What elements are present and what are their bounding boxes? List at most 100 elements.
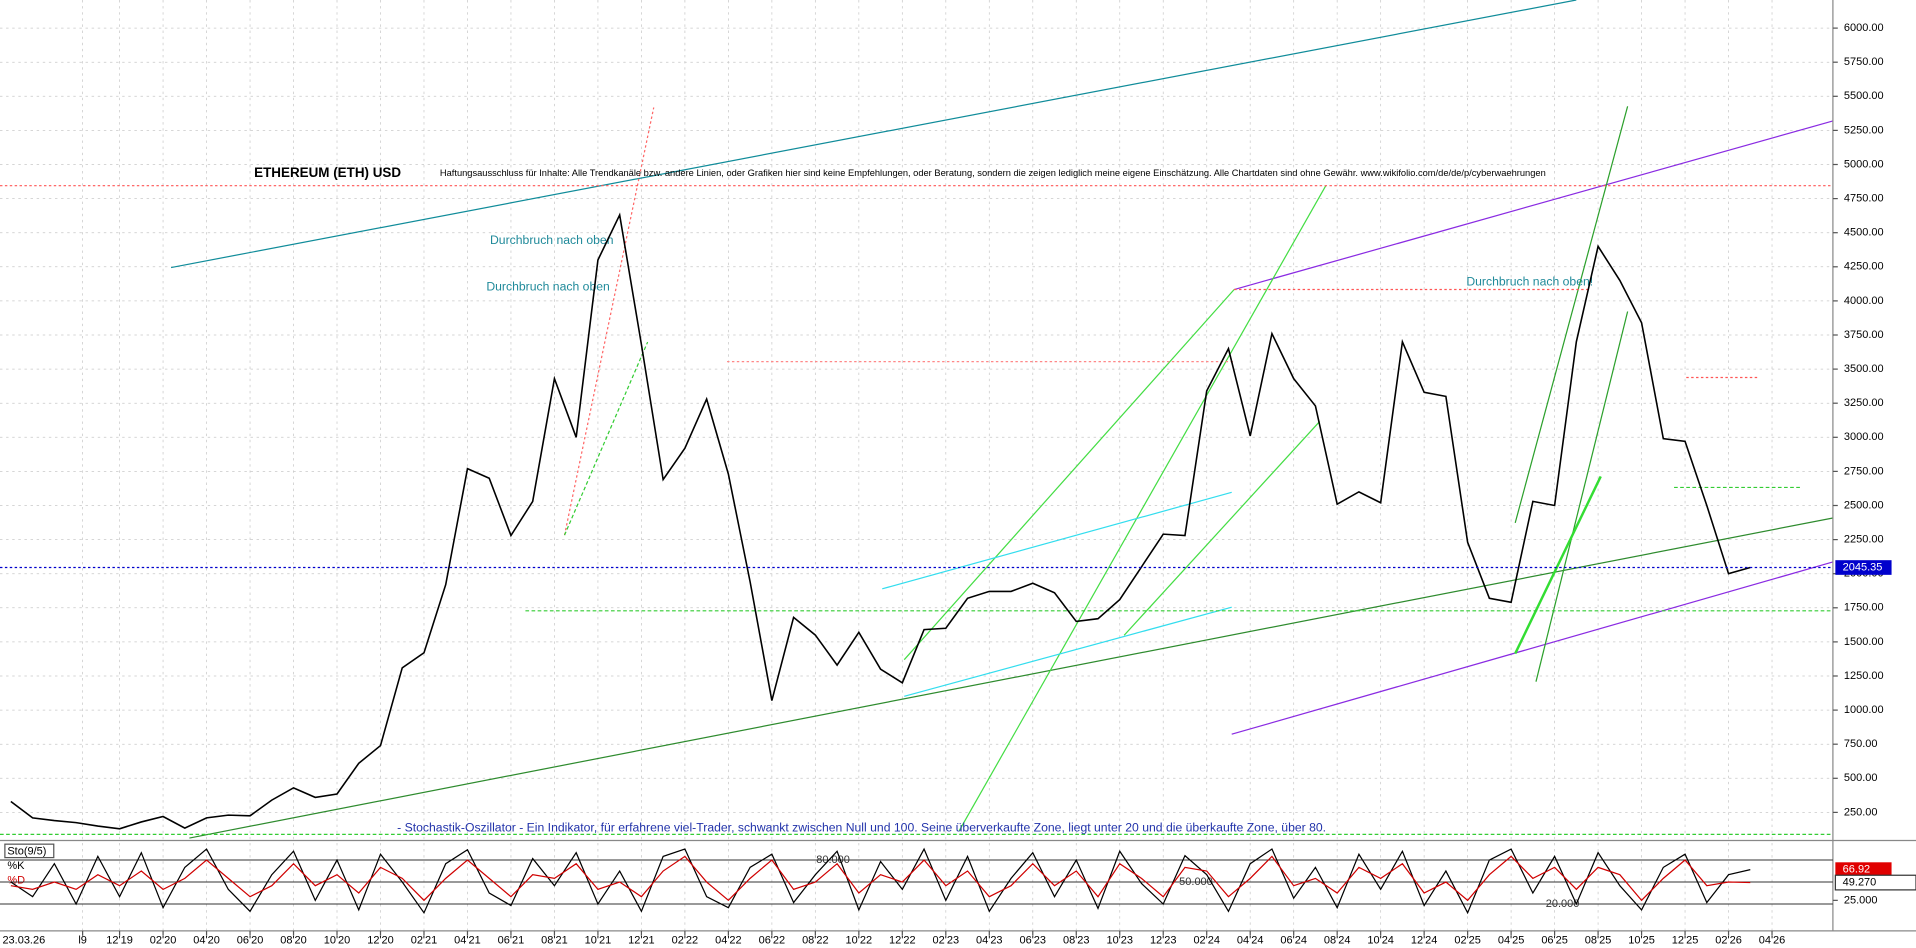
trendline	[1514, 106, 1629, 524]
x-tick-label: 06'21	[498, 935, 525, 947]
trendline	[170, 0, 1577, 269]
d-last-label: 49.270	[1843, 876, 1877, 888]
x-tick-label: 02'21	[411, 935, 438, 947]
x-tick-label: 02'22	[672, 935, 699, 947]
trendline	[563, 107, 655, 536]
y-tick-label: 1000.00	[1844, 704, 1884, 716]
x-tick-label: 10'25	[1628, 935, 1655, 947]
x-tick-label: 10'20	[324, 935, 351, 947]
y-tick-label: 5750.00	[1844, 56, 1884, 68]
x-tick-label: 02'23	[933, 935, 960, 947]
y-tick-label: 750.00	[1844, 738, 1878, 750]
trendline	[563, 341, 649, 536]
k-last-label: 66.92	[1843, 864, 1871, 876]
x-tick-label: 06'24	[1280, 935, 1307, 947]
stochastic-d	[10, 855, 1751, 902]
last-price-label: 2045.35	[1843, 561, 1883, 573]
trendline	[882, 491, 1232, 590]
x-tick-label: 12'25	[1672, 935, 1699, 947]
annotation: Durchbruch nach oben	[486, 279, 609, 293]
trendlines	[0, 0, 1834, 839]
disclaimer: Haftungsausschluss für Inhalte: Alle Tre…	[440, 168, 1546, 178]
x-tick-label: 02'26	[1715, 935, 1742, 947]
y-tick-label: 1500.00	[1844, 636, 1884, 648]
x-tick-label: 08'20	[280, 935, 307, 947]
trendline	[1233, 120, 1834, 291]
y-tick-label: 4500.00	[1844, 227, 1884, 239]
x-tick-label: 08'21	[541, 935, 568, 947]
x-tick-label: 04'22	[715, 935, 742, 947]
x-tick-label: 10'24	[1367, 935, 1394, 947]
x-tick-label: 04'26	[1759, 935, 1786, 947]
legend-k: %K	[7, 860, 25, 872]
y-tick-label: 3000.00	[1844, 431, 1884, 443]
last-price-box	[1835, 560, 1892, 575]
trendline	[904, 606, 1232, 697]
x-tick-label: 02'24	[1193, 935, 1220, 947]
x-tick-label: 08'23	[1063, 935, 1090, 947]
x-tick-label: 06'23	[1020, 935, 1047, 947]
level-label: 20.000	[1546, 898, 1580, 910]
x-tick-label: 04'24	[1237, 935, 1264, 947]
level-label: 50.000	[1179, 876, 1213, 888]
k-last-box	[1835, 862, 1892, 877]
trendline	[1514, 475, 1602, 655]
x-tick-label: 04'23	[976, 935, 1003, 947]
y-tick-label: 5500.00	[1844, 90, 1884, 102]
x-tick-label: 04'25	[1498, 935, 1525, 947]
x-tick-label: 08'24	[1324, 935, 1351, 947]
x-tick-label: 10'23	[1106, 935, 1133, 947]
trendline	[1123, 421, 1321, 636]
y-tick-label: 4250.00	[1844, 261, 1884, 273]
y-tick-label: 2500.00	[1844, 499, 1884, 511]
x-tick-label: 10'22	[846, 935, 873, 947]
y-tick-label: 25.000	[1844, 894, 1878, 906]
annotation: Durchbruch nach oben!	[1466, 274, 1593, 288]
x-tick-label: 10'21	[585, 935, 612, 947]
x-tick-label: 12'20	[367, 935, 394, 947]
trendline	[958, 185, 1327, 832]
y-tick-label: 3750.00	[1844, 329, 1884, 341]
level-label: 80.000	[816, 854, 850, 866]
y-tick-label: 1250.00	[1844, 670, 1884, 682]
x-tick-label: 02'25	[1454, 935, 1481, 947]
trendline	[1231, 561, 1834, 735]
x-tick-label: 08'25	[1585, 935, 1612, 947]
x-tick-label: 12'24	[1411, 935, 1438, 947]
trendline	[1535, 311, 1629, 682]
y-tick-label: 250.00	[1844, 806, 1878, 818]
y-tick-label: 4000.00	[1844, 295, 1884, 307]
price-line	[10, 212, 1751, 830]
y-tick-label: 4750.00	[1844, 193, 1884, 205]
y-tick-label: 5250.00	[1844, 124, 1884, 136]
trendline	[903, 289, 1235, 661]
stochastic-k	[10, 847, 1751, 915]
y-tick-label: 3250.00	[1844, 397, 1884, 409]
indicator-note: - Stochastik-Oszillator - Ein Indikator,…	[397, 820, 1326, 834]
x-tick-label: 04'20	[193, 935, 220, 947]
x-tick-label: 12'23	[1150, 935, 1177, 947]
y-tick-label: 2750.00	[1844, 465, 1884, 477]
indicator-box	[4, 843, 55, 859]
date-stamp: 23.03.26	[2, 935, 45, 947]
y-tick-label: 5000.00	[1844, 158, 1884, 170]
x-tick-label: 06'22	[759, 935, 786, 947]
trendline	[189, 517, 1834, 839]
d-last-box	[1834, 874, 1916, 891]
y-tick-label: 6000.00	[1844, 22, 1884, 34]
x-tick-label: 02'20	[150, 935, 177, 947]
annotation: Durchbruch nach oben	[490, 233, 613, 247]
x-tick-label: 06'20	[237, 935, 264, 947]
x-tick-label: l9	[78, 935, 87, 947]
chart-title: ETHEREUM (ETH) USD	[254, 165, 401, 180]
y-tick-label: 3500.00	[1844, 363, 1884, 375]
x-tick-label: 12'21	[628, 935, 655, 947]
x-tick-label: 12'22	[889, 935, 916, 947]
x-tick-label: 12'19	[106, 935, 133, 947]
y-tick-label: 1750.00	[1844, 602, 1884, 614]
indicator-name: Sto(9/5)	[7, 845, 46, 857]
x-tick-label: 04'21	[454, 935, 481, 947]
